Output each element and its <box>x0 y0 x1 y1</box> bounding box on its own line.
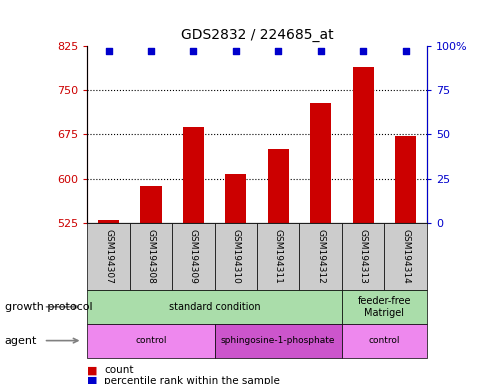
Bar <box>140 186 161 223</box>
Bar <box>267 149 288 223</box>
Title: GDS2832 / 224685_at: GDS2832 / 224685_at <box>181 28 333 42</box>
Text: control: control <box>368 336 399 345</box>
Bar <box>98 220 119 223</box>
Point <box>359 48 366 55</box>
Point <box>231 48 239 55</box>
Text: ■: ■ <box>87 365 98 375</box>
Bar <box>352 67 373 223</box>
Text: GSM194314: GSM194314 <box>400 229 409 284</box>
Text: sphingosine-1-phosphate: sphingosine-1-phosphate <box>221 336 335 345</box>
Text: GSM194311: GSM194311 <box>273 229 282 284</box>
Text: GSM194312: GSM194312 <box>316 229 325 284</box>
Text: control: control <box>135 336 166 345</box>
Text: count: count <box>104 365 134 375</box>
Text: GSM194307: GSM194307 <box>104 229 113 284</box>
Text: growth protocol: growth protocol <box>5 302 92 312</box>
Text: percentile rank within the sample: percentile rank within the sample <box>104 376 280 384</box>
Point <box>274 48 282 55</box>
Text: standard condition: standard condition <box>168 302 260 312</box>
Text: feeder-free
Matrigel: feeder-free Matrigel <box>357 296 410 318</box>
Text: GSM194309: GSM194309 <box>188 229 197 284</box>
Bar <box>309 103 331 223</box>
Text: GSM194310: GSM194310 <box>231 229 240 284</box>
Point <box>147 48 154 55</box>
Text: agent: agent <box>5 336 37 346</box>
Bar <box>182 127 204 223</box>
Point <box>105 48 112 55</box>
Text: GSM194308: GSM194308 <box>146 229 155 284</box>
Bar <box>225 174 246 223</box>
Text: GSM194313: GSM194313 <box>358 229 367 284</box>
Point <box>189 48 197 55</box>
Point <box>401 48 408 55</box>
Point <box>316 48 324 55</box>
Text: ■: ■ <box>87 376 98 384</box>
Bar <box>394 136 415 223</box>
